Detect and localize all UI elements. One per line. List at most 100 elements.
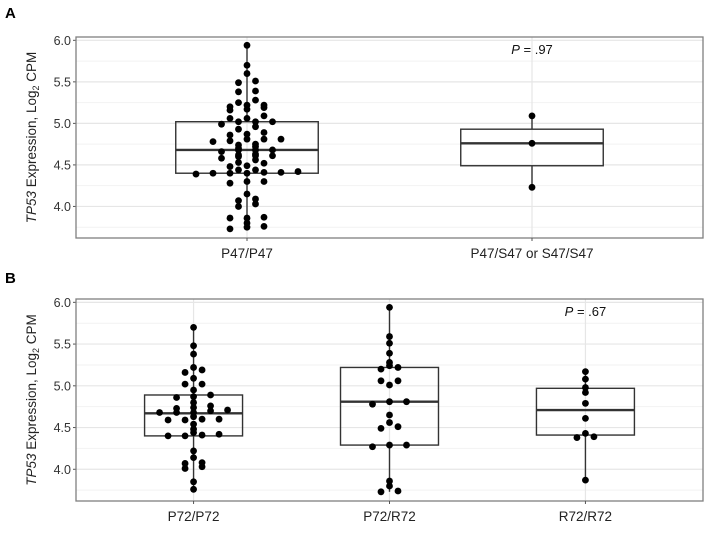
data-point	[198, 415, 206, 423]
data-point	[243, 190, 251, 198]
p-value-annotation: P = .97	[511, 42, 553, 57]
y-tick-label: 4.0	[54, 463, 71, 477]
data-point	[294, 168, 302, 175]
data-point	[190, 386, 197, 394]
p-value: = .67	[573, 304, 606, 319]
data-point	[252, 96, 259, 104]
data-point	[190, 342, 197, 350]
data-point	[386, 411, 393, 419]
data-point	[369, 400, 376, 408]
data-point	[386, 398, 393, 406]
data-point	[573, 434, 581, 441]
y-tick-label: 6.0	[54, 296, 71, 310]
data-point	[218, 148, 225, 156]
data-point	[235, 88, 242, 96]
data-point	[260, 112, 268, 120]
y-axis-label: TP53 Expression, Log2 CPM	[24, 52, 41, 224]
data-point	[386, 419, 393, 426]
data-point	[181, 380, 189, 388]
data-point	[209, 138, 217, 146]
data-point	[181, 460, 189, 467]
panel-label: B	[5, 270, 16, 287]
data-point	[277, 135, 285, 143]
data-point	[277, 168, 285, 176]
data-point	[190, 374, 197, 382]
x-tick-label: P47/P47	[221, 246, 273, 261]
data-point	[243, 219, 251, 227]
data-point	[386, 349, 393, 357]
plot-frame	[75, 36, 704, 239]
data-point	[235, 141, 242, 149]
data-point	[190, 447, 197, 455]
data-point	[582, 429, 589, 437]
data-point	[252, 77, 259, 85]
data-point	[181, 416, 189, 424]
data-point	[235, 151, 242, 159]
data-point	[260, 213, 268, 221]
data-point	[226, 179, 234, 187]
data-point	[243, 178, 251, 185]
data-point	[260, 129, 268, 136]
data-point	[260, 222, 268, 230]
data-point	[173, 404, 180, 412]
data-point	[198, 459, 206, 467]
data-point	[377, 424, 385, 432]
data-point	[260, 135, 268, 143]
data-point	[394, 377, 402, 385]
data-point	[190, 478, 197, 486]
data-point	[190, 454, 197, 461]
data-point	[377, 365, 385, 373]
data-point	[226, 131, 234, 139]
data-point	[252, 123, 259, 131]
data-point	[235, 79, 242, 87]
data-point	[190, 323, 197, 331]
data-point	[252, 195, 259, 203]
data-point	[190, 425, 197, 433]
data-point	[403, 441, 410, 449]
p-value-annotation: P = .67	[565, 304, 607, 319]
data-point	[190, 393, 197, 401]
data-point	[269, 152, 276, 160]
panel-label: A	[5, 5, 16, 22]
data-point	[582, 384, 589, 391]
data-point	[394, 487, 402, 495]
data-point	[235, 125, 242, 133]
y-axis-label: TP53 Expression, Log2 CPM	[24, 314, 41, 486]
data-point	[260, 178, 268, 185]
box-iqr	[460, 128, 604, 167]
data-point	[164, 432, 172, 440]
data-point	[590, 433, 598, 441]
y-label-text: Expression, Log	[24, 90, 39, 191]
x-tick-label: R72/R72	[559, 509, 612, 524]
data-point	[377, 488, 385, 496]
data-point	[269, 146, 276, 154]
data-point	[190, 399, 197, 406]
y-tick-label: 4.5	[54, 158, 71, 172]
p-label: P	[565, 304, 574, 319]
data-point	[207, 391, 214, 399]
y-tick-label: 5.0	[54, 379, 71, 393]
data-point	[181, 369, 189, 376]
data-point	[394, 423, 402, 431]
data-point	[243, 214, 251, 222]
data-point	[386, 359, 393, 366]
data-point	[235, 118, 242, 126]
data-point	[198, 380, 206, 388]
data-point	[181, 432, 189, 440]
y-tick-label: 4.0	[54, 200, 71, 214]
data-point	[226, 163, 234, 170]
data-point	[190, 420, 197, 428]
data-point	[235, 166, 242, 174]
data-point	[252, 118, 259, 126]
x-tick-label: P72/R72	[363, 509, 416, 524]
data-point	[190, 350, 197, 358]
data-point	[235, 99, 242, 107]
data-point	[386, 333, 393, 340]
p-label: P	[511, 42, 520, 57]
data-point	[386, 381, 393, 389]
y-tick-label: 5.5	[54, 338, 71, 352]
data-point	[173, 394, 180, 401]
data-point	[252, 200, 259, 208]
panel-A: A 4.0 4.5 5.0 5.5 6.0 TP53 Expression, Log2 CP…	[5, 5, 704, 261]
